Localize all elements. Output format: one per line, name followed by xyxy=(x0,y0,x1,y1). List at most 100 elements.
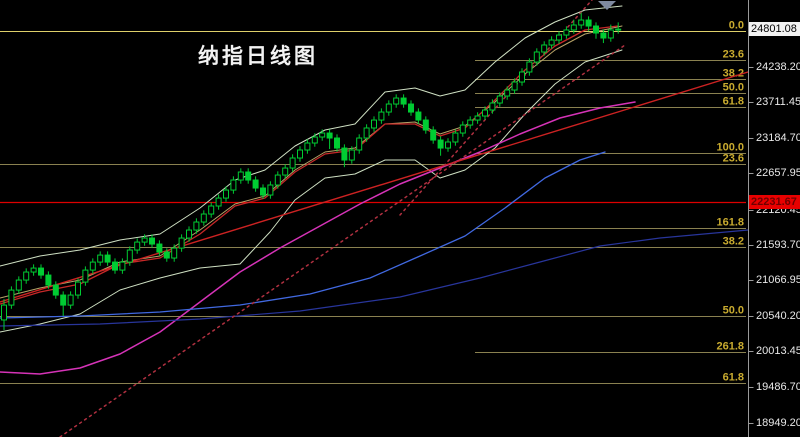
candle-bull xyxy=(607,29,614,39)
candle-bull xyxy=(75,281,81,296)
fib-label: 61.8 xyxy=(723,372,744,384)
candle-bull xyxy=(230,179,237,191)
candle-bear xyxy=(252,179,259,189)
candle-bull xyxy=(304,142,311,151)
candle-bull xyxy=(519,71,525,83)
candle-bear xyxy=(60,294,67,306)
candle-bear xyxy=(408,103,414,113)
candle-bull xyxy=(311,136,318,144)
candle-bear xyxy=(260,187,266,196)
candle-bull xyxy=(8,289,15,306)
candle-bull xyxy=(200,213,207,223)
fib-label: 100.0 xyxy=(716,142,744,154)
fib-label: 50.0 xyxy=(723,82,744,94)
candle-bear xyxy=(415,111,422,121)
candle-bull xyxy=(134,241,141,251)
candle-bear xyxy=(600,32,607,39)
fib-retracement-lines: 0.023.638.250.061.8100.023.6161.838.250.… xyxy=(0,20,746,384)
candle-bear xyxy=(585,19,592,27)
candle-bear xyxy=(112,261,118,271)
candle-bull xyxy=(82,269,89,283)
candle-bear xyxy=(334,137,340,149)
candle-bull xyxy=(356,137,363,151)
candle-bull xyxy=(89,261,96,271)
candle-bull xyxy=(1,304,7,321)
candle-bull xyxy=(541,44,548,53)
candle-bull xyxy=(30,267,37,273)
candle-bull xyxy=(23,271,30,281)
candle-bull xyxy=(496,95,503,104)
candle-bear xyxy=(400,97,407,105)
candle-bull xyxy=(208,205,215,215)
candle-bull xyxy=(615,28,622,31)
candle-bull xyxy=(548,39,555,46)
candle-bull xyxy=(563,29,570,36)
candle-bear xyxy=(149,237,155,245)
candle-bull xyxy=(445,141,451,149)
candle-bull xyxy=(570,24,577,31)
candle-bull xyxy=(215,197,222,207)
candle-bull xyxy=(119,261,126,271)
candle-bull xyxy=(467,119,474,126)
candle-bear xyxy=(163,251,170,259)
candle-bull xyxy=(97,254,104,263)
candle-bull xyxy=(378,111,385,121)
candle-bull xyxy=(482,109,488,117)
candle-bull xyxy=(533,51,540,63)
candle-bull xyxy=(474,115,481,121)
fib-label: 50.0 xyxy=(723,305,744,317)
trendline-dashed-lower xyxy=(59,44,626,437)
indicator-curves xyxy=(0,0,749,437)
chart-title: 纳指日线图 xyxy=(198,45,318,68)
candle-bear xyxy=(156,243,163,253)
fib-label: 38.2 xyxy=(723,68,744,80)
candle-bull xyxy=(504,89,511,97)
candle-bear xyxy=(38,267,44,276)
alert-price-badge: 22231.67 xyxy=(749,195,800,209)
candle-bear xyxy=(422,119,429,131)
candle-bull xyxy=(282,167,289,176)
fib-label: 0.0 xyxy=(729,20,744,32)
fib-label: 23.6 xyxy=(723,153,744,165)
candle-bull xyxy=(556,34,562,41)
candle-bull xyxy=(223,189,229,199)
candle-bull xyxy=(371,119,377,129)
candlestick-series xyxy=(1,12,622,331)
candle-bull xyxy=(363,127,370,139)
candle-bull xyxy=(186,229,192,239)
candle-bull xyxy=(67,294,74,306)
fib-label: 161.8 xyxy=(716,217,744,229)
candle-bear xyxy=(593,25,599,34)
candle-bear xyxy=(341,147,348,161)
bollinger-upper xyxy=(0,5,623,267)
candle-bull xyxy=(578,19,585,26)
candle-bear xyxy=(245,171,252,181)
candle-bull xyxy=(348,149,355,161)
candle-bull xyxy=(489,102,496,111)
down-arrow-marker xyxy=(598,1,616,10)
candle-bear xyxy=(45,274,52,286)
candle-bear xyxy=(326,132,333,139)
candle-bull xyxy=(297,149,303,159)
candle-bull xyxy=(178,237,185,249)
axis-ticks xyxy=(748,67,754,424)
fib-label: 61.8 xyxy=(723,96,744,108)
candle-bear xyxy=(104,254,111,263)
candle-bear xyxy=(437,139,444,149)
candle-bull xyxy=(171,247,178,259)
candle-bull xyxy=(393,97,400,105)
candle-bull xyxy=(385,103,392,113)
candle-bull xyxy=(141,237,148,243)
candle-bull xyxy=(193,221,200,231)
fib-label: 38.2 xyxy=(723,236,744,248)
candle-bull xyxy=(452,132,459,143)
candle-bull xyxy=(267,184,274,196)
candle-bull xyxy=(126,249,133,263)
candle-bull xyxy=(511,81,518,91)
ma-blue xyxy=(0,151,606,319)
fib-label: 23.6 xyxy=(723,49,744,61)
candle-bull xyxy=(526,61,533,73)
candle-bull xyxy=(237,171,244,181)
